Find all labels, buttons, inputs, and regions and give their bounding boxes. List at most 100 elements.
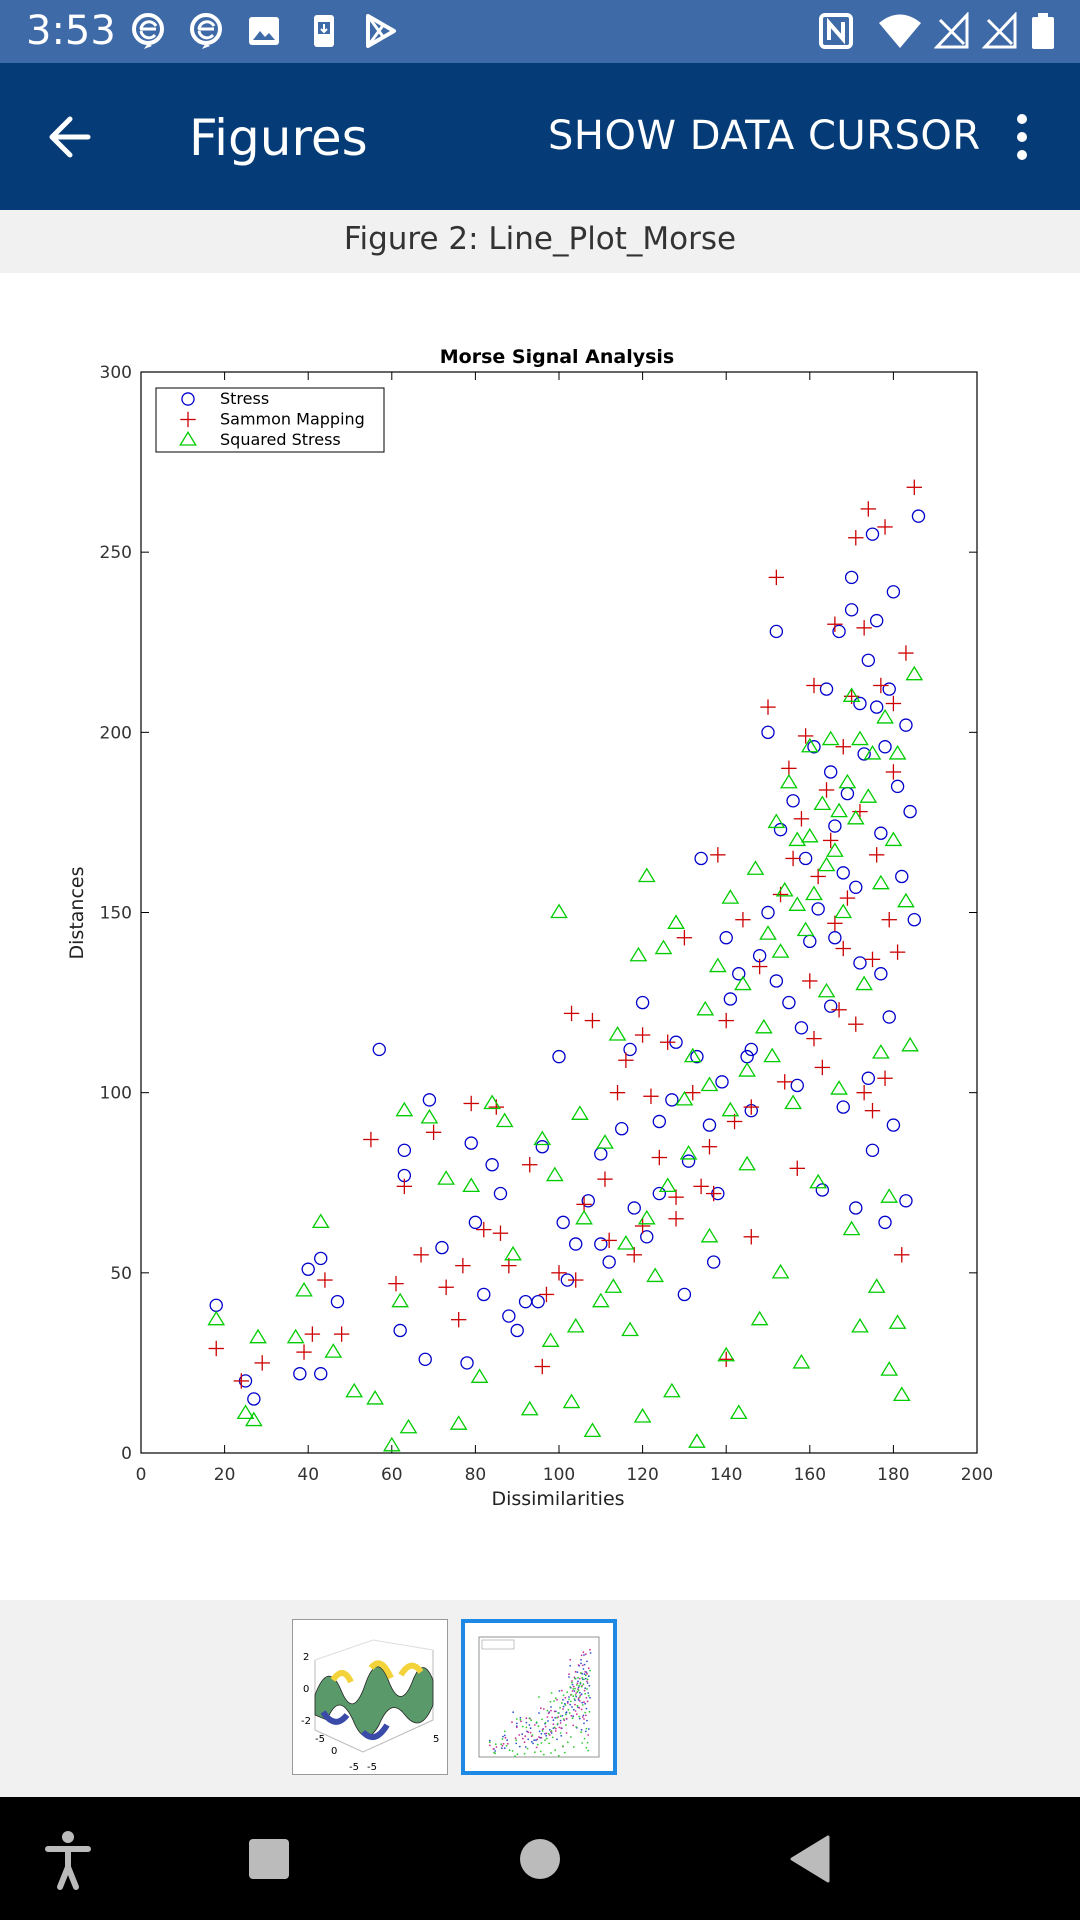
signal-off-icon [982,12,1017,49]
thumb1-tick-z-mid: 0 [303,1684,309,1695]
thumb-dot [537,1725,540,1728]
data-point [848,530,864,546]
data-point [835,940,851,957]
back-icon[interactable] [780,1827,844,1891]
x-tick-label: 40 [297,1465,319,1485]
thumb-dot [574,1687,576,1690]
data-point [551,1265,567,1281]
thumb-dot [527,1738,530,1741]
data-point [470,1368,489,1383]
thumb-dot [557,1712,560,1714]
data-point [618,1052,634,1068]
data-point [651,1149,668,1166]
data-point [701,1139,718,1155]
thumb-dot [569,1664,572,1667]
data-point [652,1186,667,1201]
data-point [483,1094,501,1110]
thumb-dot [586,1719,588,1722]
thumb-dot [583,1673,586,1676]
data-point [675,1090,694,1106]
data-point [594,1237,608,1251]
data-point [743,1229,759,1245]
data-point [541,1332,560,1347]
data-point [438,1279,454,1295]
thumb-dot [502,1742,505,1745]
accessibility-icon[interactable] [36,1827,100,1891]
thumb-dot [566,1741,569,1744]
data-point [679,1144,698,1160]
data-point [767,813,786,829]
data-point [796,921,815,937]
figure-thumbnail-1[interactable]: 2 0 -2 -5 0 5 -5 -5 [292,1619,448,1775]
data-point [301,1262,315,1276]
data-point [751,958,768,975]
thumb-dot [573,1690,576,1692]
data-point [786,794,800,808]
thumb-dot [573,1698,576,1700]
data-point [861,653,876,667]
thumb-dot [539,1707,542,1710]
data-point [476,1221,492,1238]
thumb-dot [568,1676,570,1678]
data-point [844,570,859,585]
thumb-dot [588,1684,591,1687]
thumb-dot [562,1708,564,1710]
data-point [788,831,807,847]
thumb-dot [565,1713,567,1716]
data-point [550,903,568,919]
back-arrow-icon[interactable] [40,105,110,169]
thumb-dot [574,1670,577,1673]
thumb-dot [565,1724,567,1726]
data-point [293,1367,307,1381]
data-point [621,1321,639,1337]
thumb-dot [583,1654,585,1656]
more-options-icon[interactable] [1000,105,1044,169]
figure-thumbnail-2[interactable] [461,1619,617,1775]
data-point [584,1012,601,1029]
thumb-dot [562,1718,565,1720]
recents-icon[interactable] [237,1827,301,1891]
data-point [806,677,822,694]
home-icon[interactable] [508,1827,572,1891]
data-point [884,831,903,847]
thumb-dot [541,1730,544,1732]
data-point [839,890,856,906]
data-point [663,1382,681,1398]
thumb-dot [515,1739,518,1742]
data-point [861,1071,876,1085]
thumb-dot [582,1651,585,1654]
thumb-dot [553,1700,555,1702]
chart-title: Morse Signal Analysis [440,346,675,368]
thumb-dot [501,1744,504,1747]
data-point [634,1027,651,1043]
thumb-dot [583,1663,586,1666]
thumb-dot [583,1718,585,1720]
data-point [836,866,850,880]
image-icon [249,17,279,45]
data-point [881,912,897,928]
thumb-dot [504,1736,507,1739]
thumb-dot [586,1700,589,1703]
thumb-dot [547,1712,550,1715]
data-point [878,740,892,754]
thumb-dot [569,1686,572,1688]
data-point [710,847,726,863]
show-data-cursor-button[interactable]: SHOW DATA CURSOR [548,113,981,159]
data-point [782,995,796,1010]
data-point [836,1100,850,1114]
data-point [633,1408,652,1423]
scatter-chart[interactable]: Morse Signal Analysis 0 20 40 60 80 100 120 140… [50,330,1010,1520]
thumb-dot [521,1737,524,1740]
thumb-dot [565,1732,568,1734]
thumb-dot [530,1719,533,1722]
data-point [295,1281,313,1297]
thumb-dot [578,1706,581,1709]
thumb-dot [565,1717,568,1720]
data-point [450,1311,467,1328]
data-point [493,1186,508,1201]
thumb-dot [506,1739,509,1742]
thumb-dot [580,1685,583,1688]
data-point [637,867,656,883]
data-point [831,1002,847,1018]
play-store-icon [366,14,396,48]
